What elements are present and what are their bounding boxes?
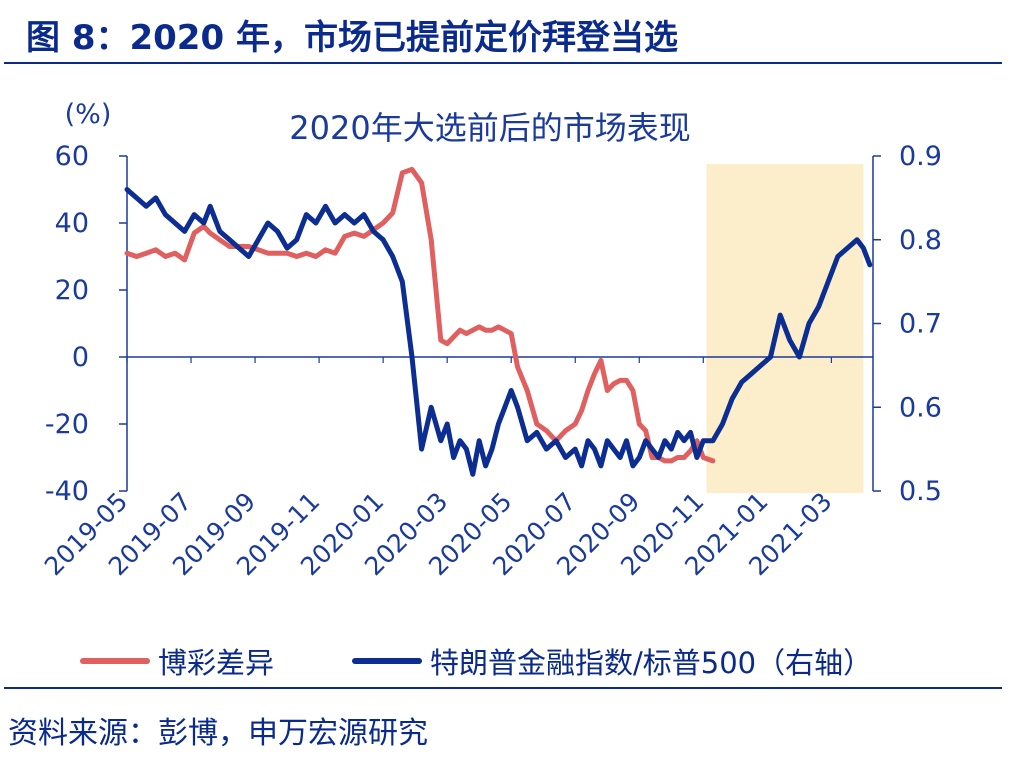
legend-label-index: 特朗普金融指数/标普500（右轴）	[430, 646, 873, 680]
left-tick-label: 20	[55, 275, 89, 306]
right-tick-label: 0.9	[899, 141, 942, 172]
figure-title: 图 8：2020 年，市场已提前定价拜登当选	[26, 18, 678, 58]
left-tick-label: 40	[55, 208, 89, 239]
legend-item-betting: 博彩差异	[80, 641, 274, 681]
left-tick-label: -20	[45, 409, 89, 440]
chart-canvas: 6040200-20-400.90.80.70.60.52019-052019-…	[39, 99, 942, 581]
legend-item-index: 特朗普金融指数/标普500（右轴）	[352, 641, 872, 681]
legend-line-betting	[80, 658, 150, 664]
legend-label-betting: 博彩差异	[158, 646, 275, 680]
title-rule	[4, 62, 1002, 64]
chart-lines	[124, 166, 873, 477]
chart-axes	[119, 155, 881, 492]
left-tick-label: -40	[45, 476, 89, 507]
y-axis-unit: (%)	[65, 99, 112, 130]
right-tick-label: 0.5	[899, 476, 942, 507]
left-tick-label: 60	[55, 141, 89, 172]
source-note: 资料来源：彭博，申万宏源研究	[8, 716, 428, 751]
chart-title: 2020年大选前后的市场表现	[289, 109, 690, 147]
series-line-index	[124, 187, 873, 477]
right-tick-label: 0.8	[899, 225, 942, 256]
legend-line-index	[352, 658, 422, 664]
right-tick-label: 0.6	[899, 392, 942, 423]
source-rule	[4, 687, 1002, 689]
left-tick-label: 0	[72, 342, 89, 373]
chart-legend: 博彩差异 特朗普金融指数/标普500（右轴）	[0, 641, 1012, 681]
right-tick-label: 0.7	[899, 309, 942, 340]
